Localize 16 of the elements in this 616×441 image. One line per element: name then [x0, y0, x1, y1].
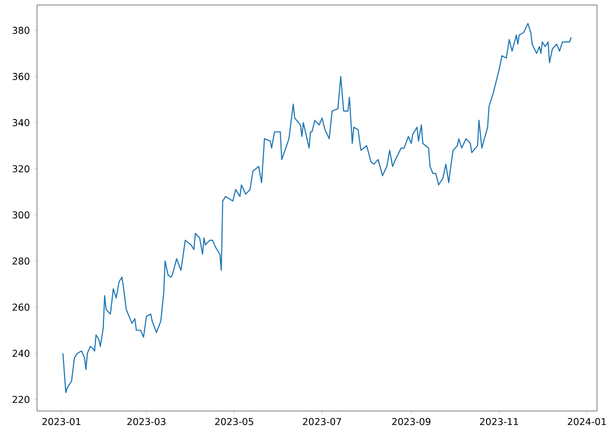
x-tick-label: 2023-03: [127, 418, 166, 426]
y-tick-label: 360: [12, 72, 30, 80]
y-tick-label: 260: [12, 304, 30, 311]
x-tick-label: 2023-07: [302, 418, 342, 426]
x-tick-label: 2024-01: [568, 418, 606, 426]
x-tick-label: 2023-11: [480, 418, 518, 426]
y-tick-label: 340: [12, 119, 30, 126]
y-tick-label: 380: [12, 26, 30, 34]
x-tick-label: 2023-01: [42, 418, 80, 426]
y-tick-label: 280: [12, 257, 30, 265]
y-tick-label: 220: [12, 396, 30, 404]
y-tick-label: 300: [12, 211, 30, 219]
y-tick-label: 240: [12, 350, 30, 357]
x-tick-label: 2023-09: [392, 418, 430, 426]
y-tick-label: 320: [12, 165, 30, 172]
x-tick-label: 2023-05: [215, 418, 254, 426]
